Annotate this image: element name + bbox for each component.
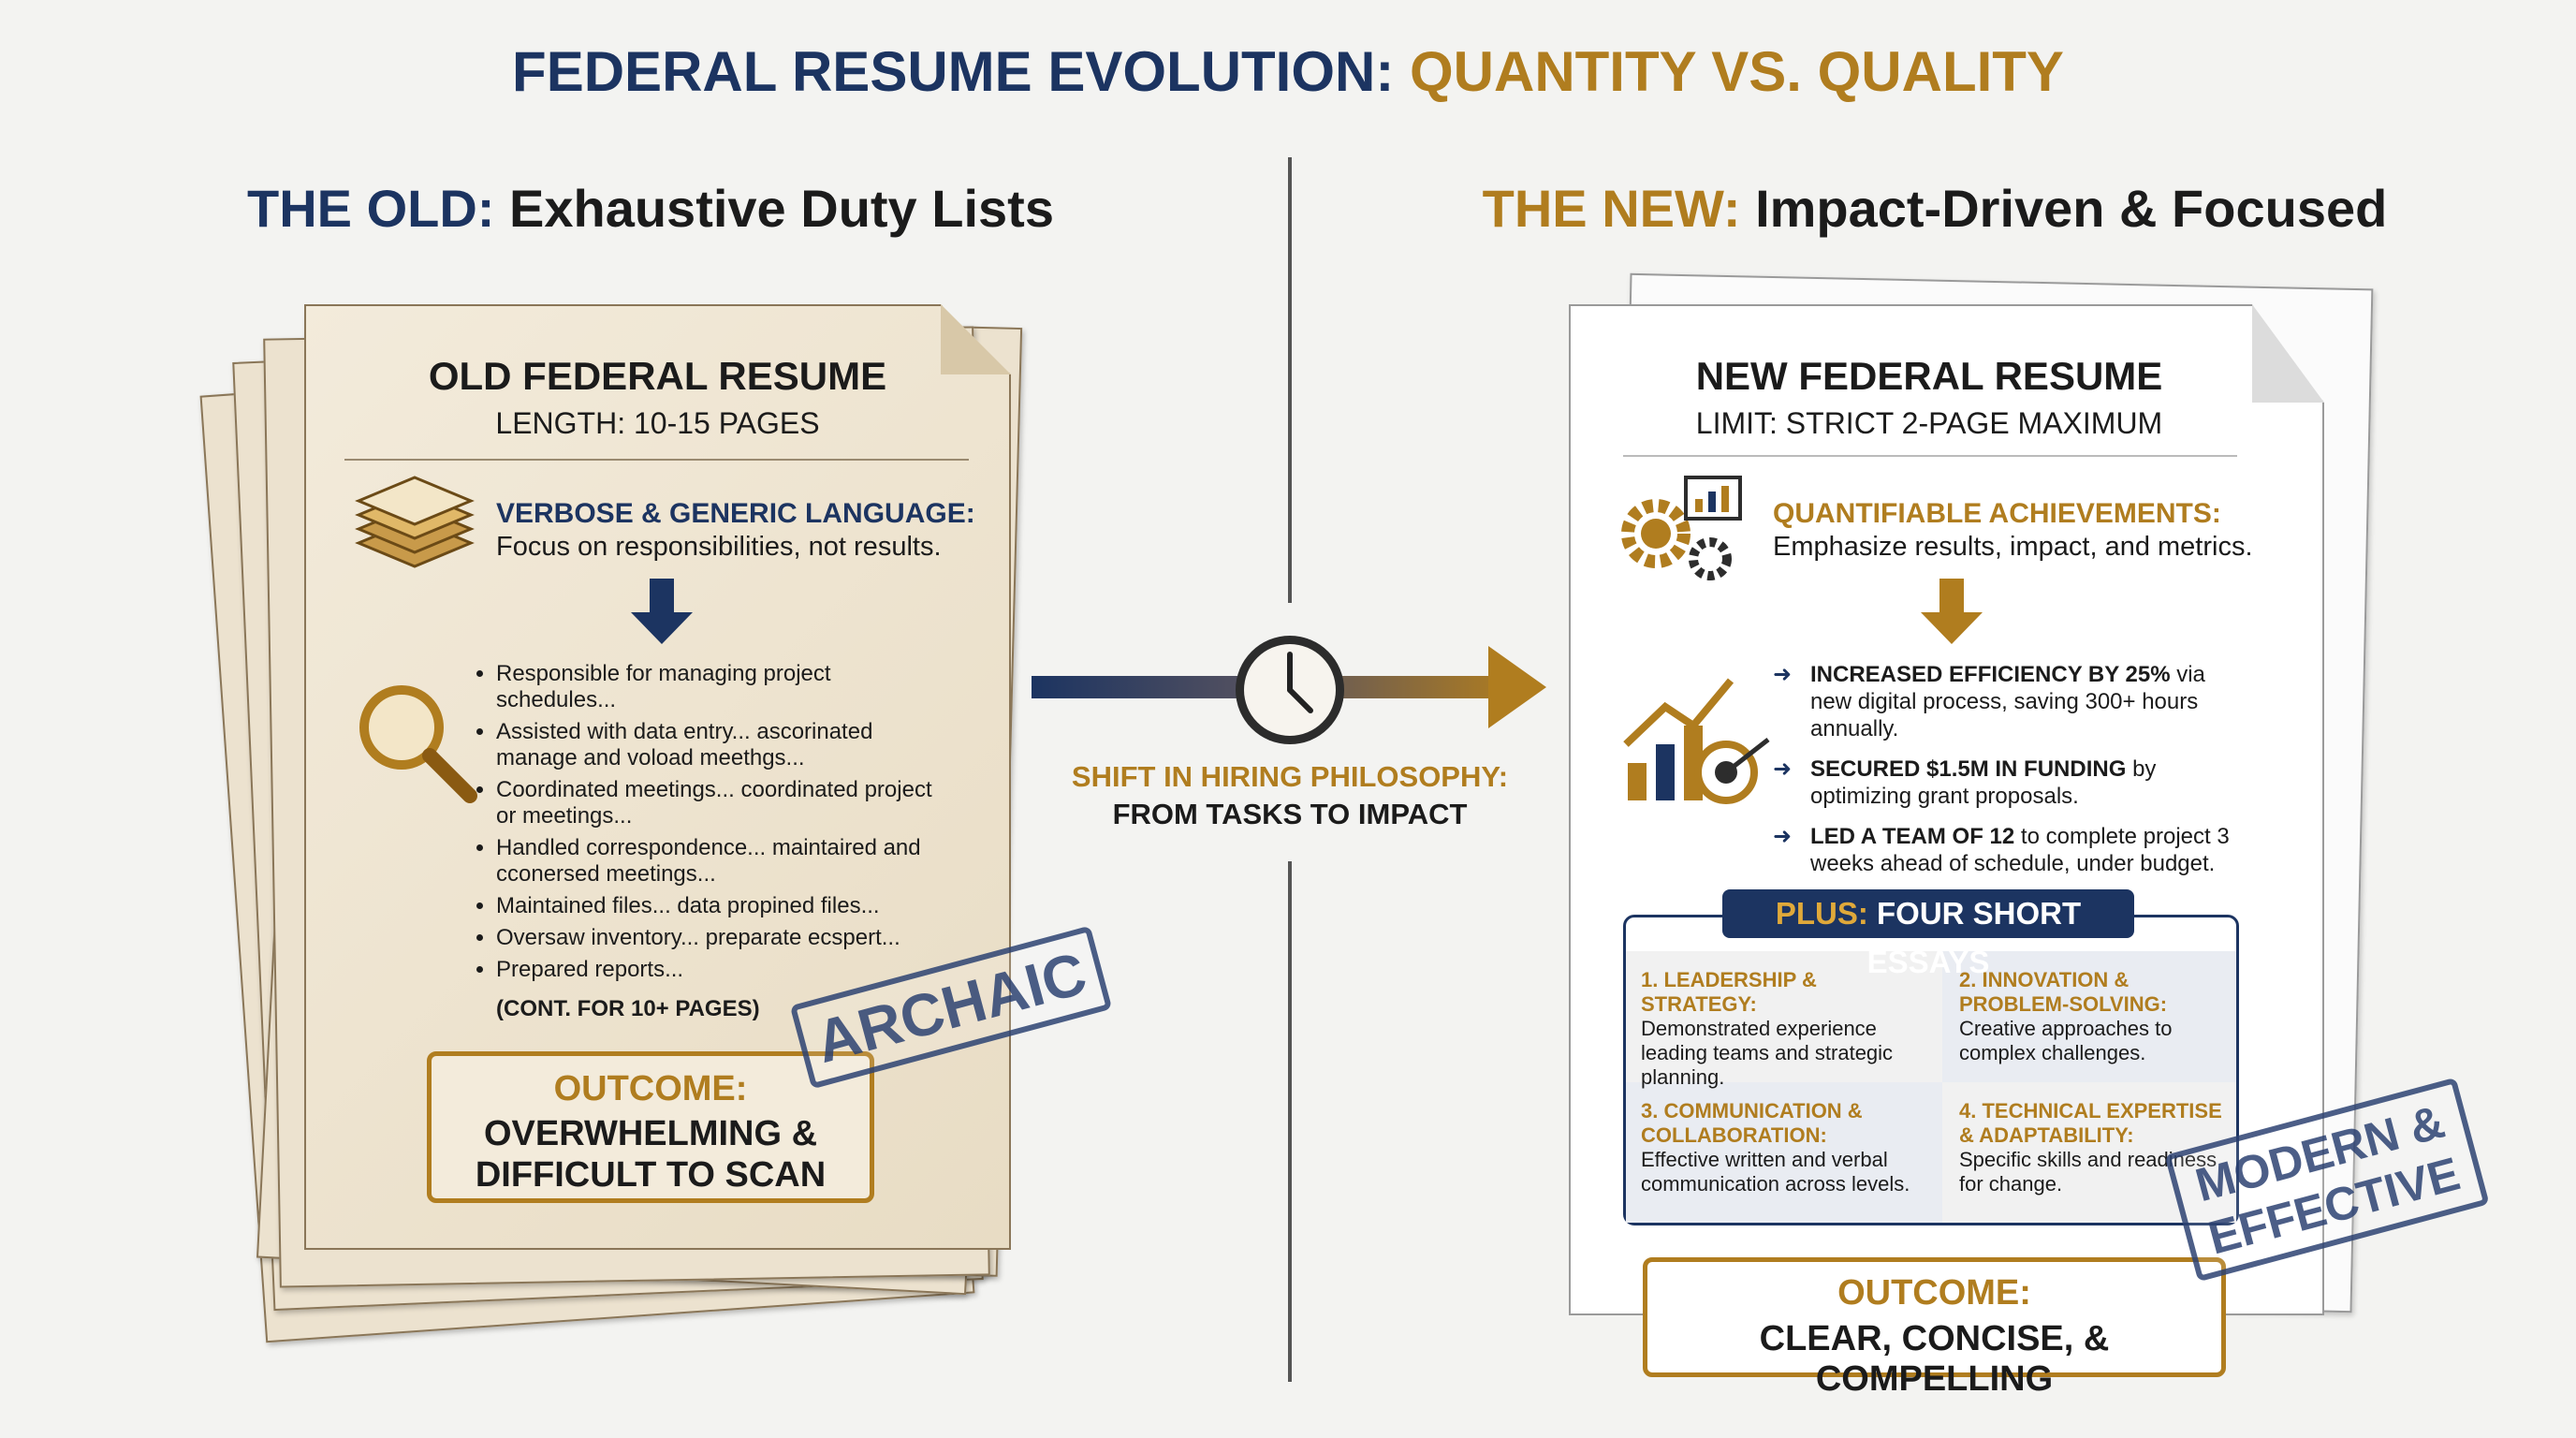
icon-shape [1621,499,1690,568]
shift-arrow-head [1488,646,1546,728]
new-point-text: Emphasize results, impact, and metrics. [1773,532,2253,562]
divider [1288,157,1292,603]
achievement-arrow: ➜ [1773,756,1793,782]
icon-shape [1656,744,1675,800]
essay: 3. COMMUNICATION & COLLABORATION: Effect… [1641,1099,1931,1196]
icon-shape [1287,687,1313,713]
duty-bullet: Maintained files... data propined files.… [496,893,936,919]
gears-icon [1621,476,1742,580]
essay: 1. LEADERSHIP & STRATEGY: Demonstrated e… [1641,968,1931,1090]
essay-cell-bg [1942,1082,2236,1223]
old-point-title: VERBOSE & GENERIC LANGUAGE: [496,498,975,529]
shift-label: SHIFT IN HIRING PHILOSOPHY: [1071,760,1509,793]
icon-shape [1623,678,1734,747]
arrow-shape [1921,579,1983,644]
old-heading-text: Exhaustive Duty Lists [509,179,1054,238]
essay-text: Specific skills and readiness for change… [1959,1148,2217,1196]
new-heading-text: Impact-Driven & Focused [1755,179,2388,238]
essay: 2. INNOVATION & PROBLEM-SOLVING: Creativ… [1959,968,2226,1065]
old-heading: THE OLD: Exhaustive Duty Lists [168,178,1133,239]
achievement-arrow: ➜ [1773,824,1793,849]
duty-bullet: Handled correspondence... maintaired and… [496,835,936,888]
clock-icon [1236,636,1344,744]
duty-bullet: Prepared reports... [496,957,936,983]
arrow-shape [631,579,693,644]
icon-shape [359,685,444,770]
old-outcome-label: OUTCOME: [553,1069,748,1108]
growth-icon [1623,678,1770,804]
new-heading-label: THE NEW: [1482,179,1741,238]
title-part2: QUANTITY VS. QUALITY [1410,40,2064,103]
old-point-text: Focus on responsibilities, not results. [496,532,942,562]
divider [1288,861,1292,1382]
separator [1623,455,2237,457]
stack-icon [355,476,475,568]
essay-text: Demonstrated experience leading teams an… [1641,1017,1894,1089]
icon-shape [1641,519,1671,549]
duty-list: Responsible for managing project schedul… [476,661,936,989]
old-heading-label: THE OLD: [247,179,495,238]
essay: 4. TECHNICAL EXPERTISE & ADAPTABILITY: S… [1959,1099,2226,1196]
essay-title: 3. COMMUNICATION & COLLABORATION: [1641,1099,1863,1147]
icon-shape [1628,763,1647,800]
essay-text: Creative approaches to complex challenge… [1959,1017,2173,1064]
duty-bullet: Assisted with data entry... ascorinated … [496,719,936,771]
icon-shape [422,748,477,803]
new-heading: THE NEW: Impact-Driven & Focused [1451,178,2419,239]
achievement: ➜ SECURED $1.5M IN FUNDING by optimizing… [1773,756,2241,810]
duty-bullet: Oversaw inventory... preparate ecspert..… [496,925,936,951]
essay-title: 4. TECHNICAL EXPERTISE & ADAPTABILITY: [1959,1099,2222,1147]
title-part1: FEDERAL RESUME EVOLUTION: [512,40,1395,103]
icon-shape [1724,738,1770,774]
arrow-shape [1488,646,1546,728]
achievement-text: via new digital process, saving 300+ hou… [1810,662,2205,741]
icon-shape [1708,492,1716,512]
old-outcome-box: OUTCOME: OVERWHELMING & DIFFICULT TO SCA… [427,1051,874,1203]
duty-bullet: Coordinated meetings... coordinated proj… [496,777,936,829]
magnifier-icon [359,685,477,803]
new-doc-subtitle: LIMIT: STRICT 2-PAGE MAXIMUM [1695,406,2163,440]
essays-title: FOUR SHORT ESSAYS [1866,896,2082,979]
new-point-title: QUANTIFIABLE ACHIEVEMENTS: [1773,498,2221,529]
old-doc-subtitle: LENGTH: 10-15 PAGES [495,406,820,440]
achievement-list: ➜ INCREASED EFFICIENCY BY 25% via new di… [1773,661,2241,877]
achievement-arrow: ➜ [1773,662,1793,687]
essay-title: 1. LEADERSHIP & STRATEGY: [1641,968,1817,1016]
essay-cell-bg [1942,951,2236,1082]
achievement-text: to complete project 3 weeks ahead of sch… [1810,824,2230,876]
shift-text: FROM TASKS TO IMPACT [1112,798,1468,830]
achievement: ➜ INCREASED EFFICIENCY BY 25% via new di… [1773,661,2241,742]
essay-cell-bg [1626,951,1942,1082]
essays-label: PLUS: [1775,896,1868,931]
essay-cell-bg [1626,1082,1942,1223]
icon-shape [355,476,475,526]
down-arrow [631,579,693,644]
old-doc-title: OLD FEDERAL RESUME [428,354,887,398]
new-outcome-label: OUTCOME: [1837,1273,2031,1313]
achievement-highlight: SECURED $1.5M IN FUNDING [1810,756,2127,782]
essay-text: Effective written and verbal communicati… [1641,1148,1910,1196]
achievement-text: by optimizing grant proposals. [1810,756,2157,809]
essays-header: PLUS: FOUR SHORT ESSAYS [1722,889,2134,979]
new-doc-title: NEW FEDERAL RESUME [1695,354,2163,398]
continuation: (CONT. FOR 10+ PAGES) [496,996,760,1021]
achievement: ➜ LED A TEAM OF 12 to complete project 3… [1773,823,2241,877]
icon-shape [1721,486,1729,512]
title: FEDERAL RESUME EVOLUTION: QUANTITY VS. Q… [0,39,2576,104]
achievement-highlight: LED A TEAM OF 12 [1810,824,2015,849]
icon-shape [1689,537,1732,580]
icon-shape [1695,499,1703,512]
duty-bullet: Responsible for managing project schedul… [496,661,936,713]
separator [344,459,969,461]
down-arrow [1921,579,1983,644]
new-outcome-box: OUTCOME: CLEAR, CONCISE, & COMPELLING [1643,1257,2226,1399]
essay-title: 2. INNOVATION & PROBLEM-SOLVING: [1959,968,2168,1016]
old-outcome: OVERWHELMING & DIFFICULT TO SCAN [475,1114,827,1195]
new-outcome: CLEAR, CONCISE, & COMPELLING [1759,1319,2110,1399]
achievement-highlight: INCREASED EFFICIENCY BY 25% [1810,662,2171,687]
